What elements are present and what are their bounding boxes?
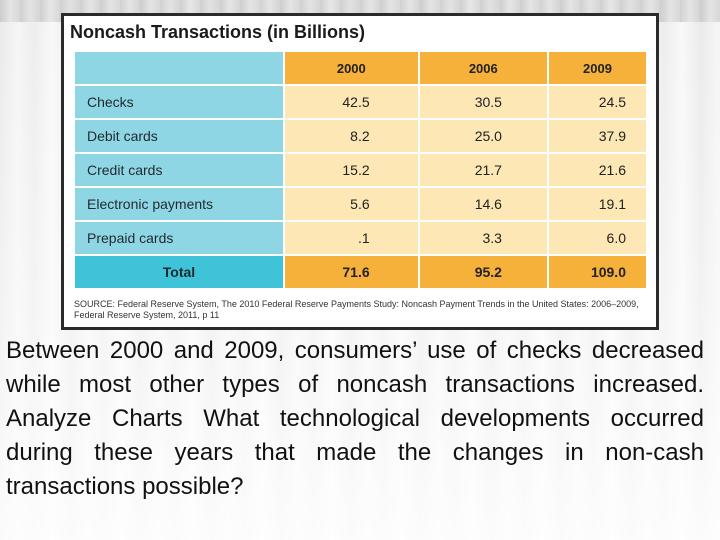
table-card-inner: Noncash Transactions (in Billions) 2000 … [64, 16, 656, 327]
table-row: Debit cards 8.2 25.0 37.9 [75, 120, 646, 152]
cell-value: 5.6 [285, 188, 418, 220]
row-label: Electronic payments [75, 188, 283, 220]
table-row: Credit cards 15.2 21.7 21.6 [75, 154, 646, 186]
source-citation: SOURCE: Federal Reserve System, The 2010… [74, 299, 639, 320]
total-value: 71.6 [285, 256, 418, 288]
table-title: Noncash Transactions (in Billions) [70, 22, 366, 42]
total-row: Total 71.6 95.2 109.0 [75, 256, 646, 288]
cell-value: .1 [285, 222, 418, 254]
row-label: Debit cards [75, 120, 283, 152]
year-header: 2006 [419, 52, 547, 84]
table-row: Prepaid cards .1 3.3 6.0 [75, 222, 646, 254]
cell-value: 14.6 [419, 188, 547, 220]
cell-value: 42.5 [285, 86, 418, 118]
row-label: Checks [75, 86, 283, 118]
total-label: Total [75, 256, 283, 288]
row-label: Prepaid cards [75, 222, 283, 254]
year-header: 2009 [548, 52, 646, 84]
table-row: Checks 42.5 30.5 24.5 [75, 86, 646, 118]
total-value: 109.0 [548, 256, 646, 288]
header-row: 2000 2006 2009 [75, 52, 646, 84]
header-corner [75, 52, 283, 84]
cell-value: 15.2 [285, 154, 418, 186]
table-card: Noncash Transactions (in Billions) 2000 … [61, 13, 659, 330]
noncash-table: 2000 2006 2009 Checks 42.5 30.5 24.5 Deb… [73, 50, 648, 290]
total-value: 95.2 [419, 256, 547, 288]
cell-value: 30.5 [419, 86, 547, 118]
cell-value: 37.9 [548, 120, 646, 152]
row-label: Credit cards [75, 154, 283, 186]
cell-value: 21.6 [548, 154, 646, 186]
cell-value: 21.7 [419, 154, 547, 186]
cell-value: 24.5 [548, 86, 646, 118]
cell-value: 25.0 [419, 120, 547, 152]
cell-value: 6.0 [548, 222, 646, 254]
year-header: 2000 [285, 52, 418, 84]
cell-value: 3.3 [419, 222, 547, 254]
question-text: Between 2000 and 2009, consumers’ use of… [6, 337, 704, 500]
cell-value: 19.1 [548, 188, 646, 220]
cell-value: 8.2 [285, 120, 418, 152]
table-row: Electronic payments 5.6 14.6 19.1 [75, 188, 646, 220]
